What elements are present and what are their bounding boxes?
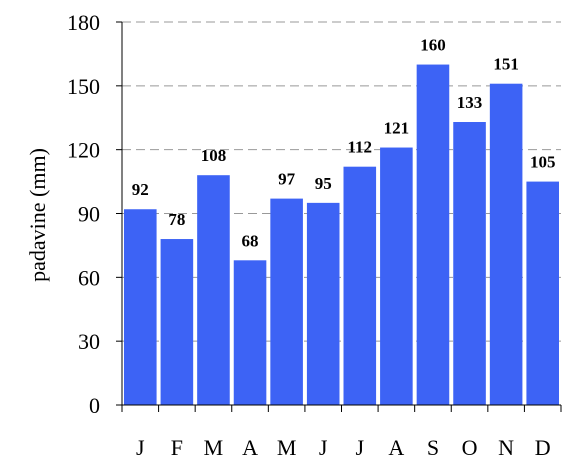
value-label: 78	[168, 210, 185, 229]
value-label: 112	[348, 138, 373, 157]
bar	[270, 198, 303, 405]
value-label: 105	[530, 153, 556, 172]
x-tick-label: J	[136, 435, 145, 460]
y-tick-label: 90	[78, 202, 100, 227]
x-tick-label: J	[356, 435, 365, 460]
bar	[526, 181, 559, 405]
gridlines	[122, 21, 561, 342]
x-tick-label: M	[277, 435, 297, 460]
bar	[306, 202, 340, 405]
bar	[197, 175, 230, 405]
value-label: 92	[132, 180, 149, 199]
x-tick-label: S	[427, 435, 439, 460]
y-tick-label: 30	[78, 329, 100, 354]
x-tick-label: M	[204, 435, 224, 460]
value-label: 121	[384, 119, 410, 138]
y-tick-label: 150	[67, 74, 100, 99]
value-label: 160	[420, 36, 446, 55]
bar	[233, 260, 267, 405]
value-label: 95	[315, 174, 332, 193]
bar	[124, 209, 157, 405]
bar	[489, 83, 523, 405]
bar	[416, 64, 450, 406]
data-labels: 92 78 108 68 97 95 112 121 160 133 151 105	[132, 36, 556, 251]
bar	[160, 239, 194, 405]
x-tick-label: A	[388, 435, 404, 460]
x-tick-label: O	[462, 435, 478, 460]
y-axis-title: padavine (mm)	[25, 148, 50, 282]
value-label: 108	[201, 146, 227, 165]
bar	[343, 166, 377, 405]
y-tick-label: 180	[67, 10, 100, 35]
y-tick-label: 120	[67, 138, 100, 163]
bars	[124, 64, 559, 406]
value-label: 68	[242, 231, 259, 250]
value-label: 133	[457, 93, 483, 112]
bar	[453, 122, 486, 405]
x-tick-label: F	[171, 435, 183, 460]
y-tick-label: 0	[89, 393, 100, 418]
x-tick-label: J	[319, 435, 328, 460]
x-tick-label: D	[535, 435, 551, 460]
y-tick-label: 60	[78, 265, 100, 290]
x-tick-label: A	[242, 435, 258, 460]
value-label: 151	[493, 55, 519, 74]
bar	[380, 147, 413, 406]
x-tick-label: N	[498, 435, 514, 460]
value-label: 97	[278, 170, 296, 189]
y-axis-ticks: 0 30 60 90 120 150 180	[67, 10, 122, 418]
